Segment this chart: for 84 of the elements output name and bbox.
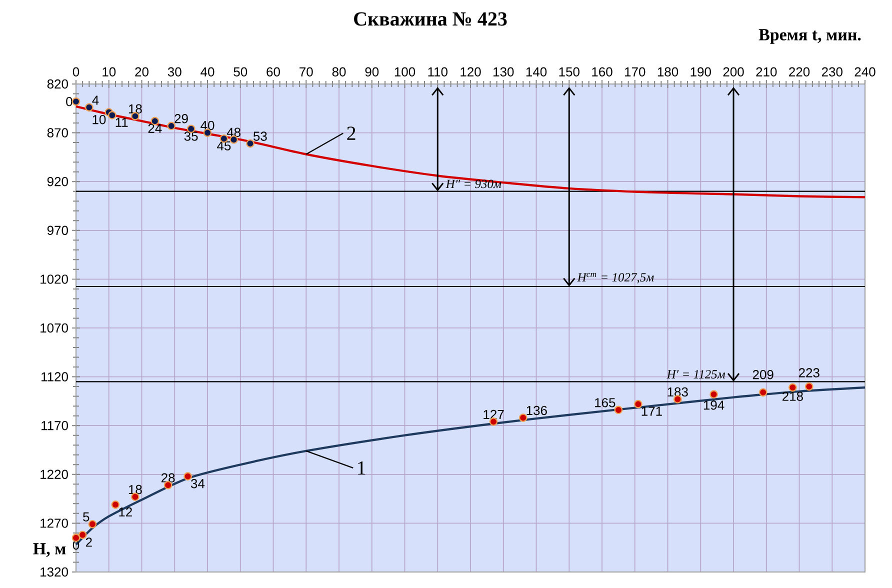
point <box>111 500 120 509</box>
point <box>634 400 642 408</box>
x-tick-label: 50 <box>234 67 248 76</box>
point <box>518 414 528 422</box>
annotation: 40 <box>200 120 214 130</box>
annotation: 0 <box>66 96 72 106</box>
annotation: 209 <box>752 370 774 380</box>
x-tick-label: 130 <box>494 67 514 76</box>
x-tick-label: 150 <box>559 67 580 76</box>
y-tick-label: 1070 <box>40 323 68 333</box>
y-tick-label: 1220 <box>40 470 68 479</box>
series-label: 2 <box>347 126 356 140</box>
x-tick-label: 60 <box>266 67 280 76</box>
annotation: 136 <box>526 406 547 416</box>
x-tick-label: 10 <box>102 67 116 76</box>
annotation: 24 <box>148 124 162 133</box>
point <box>167 122 176 130</box>
point <box>246 139 254 148</box>
y-tick-label: 1020 <box>40 274 68 284</box>
y-axis-title: H, м <box>33 543 66 557</box>
annotation: 53 <box>253 132 267 141</box>
x-tick-label: 0 <box>72 67 80 76</box>
point <box>108 111 116 120</box>
annotation: 48 <box>226 128 240 137</box>
y-tick-label: 870 <box>47 128 68 138</box>
annotation: 2 <box>86 538 92 547</box>
x-tick-label: 240 <box>854 67 876 76</box>
x-tick-label: 110 <box>428 67 448 76</box>
annotation: 45 <box>217 141 231 150</box>
annotation: 35 <box>184 132 198 141</box>
y-tick-label: 970 <box>47 226 68 235</box>
annotation: 5 <box>83 512 90 522</box>
annotation: 4 <box>92 96 99 105</box>
y-tick-label: 1270 <box>40 518 68 528</box>
series-label: 1 <box>358 461 366 475</box>
annotation: 10 <box>92 114 106 124</box>
point <box>84 103 94 112</box>
x-tick-label: 180 <box>658 67 678 76</box>
y-tick-label: 1320 <box>40 567 68 577</box>
point <box>614 406 623 414</box>
point <box>184 472 192 481</box>
x-tick-label: 90 <box>365 67 379 76</box>
annotation: H$^{ст}$ = 1027,5м <box>577 272 654 284</box>
x-tick-label: 160 <box>592 67 612 76</box>
x-tick-label: 20 <box>135 67 148 76</box>
x-tick-label: 30 <box>168 67 182 76</box>
x-tick-label: 100 <box>394 67 416 76</box>
x-tick-label: 210 <box>756 67 777 76</box>
y-tick-label: 820 <box>47 79 68 89</box>
x-tick-label: 140 <box>526 67 547 76</box>
annotation: 28 <box>161 473 175 482</box>
annotation: 223 <box>798 368 820 378</box>
annotation: 29 <box>174 114 188 124</box>
x-tick-label: 40 <box>200 67 214 76</box>
point <box>804 382 814 391</box>
point <box>788 383 797 392</box>
annotation: H′ = 1125м <box>666 370 725 378</box>
chart-title: Скважина № 423 <box>354 12 507 26</box>
annotation: 218 <box>782 392 803 401</box>
x-tick-label: 190 <box>690 67 711 76</box>
point <box>710 390 718 399</box>
x-tick-label: 80 <box>332 67 346 76</box>
annotation: 12 <box>119 507 132 516</box>
x-tick-label: 170 <box>625 67 646 76</box>
x-tick-label: 220 <box>789 67 810 76</box>
point <box>78 530 87 540</box>
point <box>758 388 768 397</box>
annotation: 34 <box>190 479 205 488</box>
annotation: 18 <box>128 484 142 494</box>
x-tick-label: 230 <box>822 67 842 76</box>
point <box>88 520 97 528</box>
annotation: H″ = 930м <box>446 180 502 188</box>
x-tick-label: 70 <box>300 67 313 76</box>
annotation: 165 <box>595 398 616 408</box>
y-tick-label: 1120 <box>42 372 68 382</box>
annotation: 11 <box>116 118 128 127</box>
x-tick-label: 120 <box>460 67 481 76</box>
x-tick-label: 200 <box>723 67 744 76</box>
annotation: 171 <box>642 406 662 416</box>
annotation: 18 <box>128 104 142 114</box>
annotation: 194 <box>704 400 724 410</box>
y-tick-label: 1170 <box>42 420 68 430</box>
x-axis-title: Время t, мин. <box>758 29 861 44</box>
y-tick-label: 920 <box>47 176 68 186</box>
